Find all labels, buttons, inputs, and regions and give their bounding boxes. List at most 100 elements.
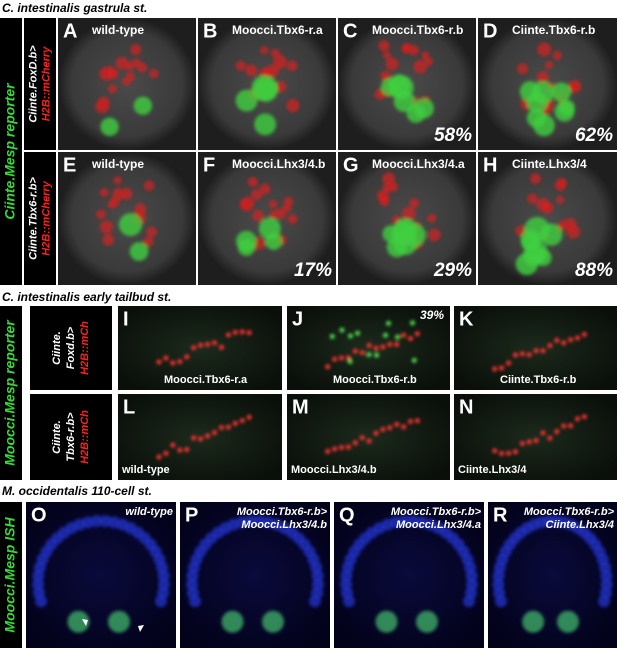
cell: [537, 42, 552, 57]
cell: [347, 359, 353, 365]
cell: [393, 218, 418, 243]
cell: [170, 442, 176, 448]
cell: [90, 515, 103, 528]
cell: [554, 101, 575, 122]
cell: [492, 448, 498, 454]
cells: [517, 42, 582, 137]
panel-label: wild-type: [125, 506, 173, 518]
row-label-line: Tbx6-r.b>: [65, 412, 77, 462]
side-label: Ciinte.Mesp reporter: [2, 82, 18, 220]
cell: [163, 450, 169, 456]
micrograph-panel: F Moocci.Lhx3/4.b 17%: [198, 152, 336, 285]
cells: [236, 176, 298, 256]
panel-label: Ciinte.Lhx3/4: [546, 519, 614, 531]
cells: [340, 515, 478, 633]
cells: [492, 515, 613, 633]
cell: [345, 355, 351, 361]
cells: [156, 414, 252, 460]
panel-label: Ciinte.Tbx6-r.b: [512, 23, 595, 37]
cells: [492, 332, 587, 372]
panel-background: [287, 394, 450, 480]
cells: [235, 46, 300, 136]
cell: [527, 193, 538, 204]
cell: [385, 57, 399, 71]
cell: [409, 198, 420, 209]
cell: [352, 348, 358, 354]
cells: [32, 515, 170, 633]
panel-letter: D: [483, 20, 497, 42]
panel-label: Moocci.Lhx3/4.a: [396, 519, 481, 531]
cells: [325, 320, 420, 370]
cell: [570, 83, 580, 93]
panel-label: Moocci.Lhx3/4.b: [232, 157, 325, 171]
panel-label: Ciinte.Lhx3/4: [512, 157, 587, 171]
micrograph-panel: G Moocci.Lhx3/4.a 29%: [338, 152, 476, 285]
cell: [359, 435, 365, 441]
cell: [506, 360, 512, 366]
cell: [386, 320, 392, 326]
cell: [252, 209, 264, 222]
cell: [113, 176, 122, 185]
cell: [359, 350, 365, 356]
cell: [157, 569, 170, 582]
cell: [259, 183, 271, 195]
cells: [374, 40, 434, 123]
cell: [380, 344, 386, 350]
cell: [274, 80, 287, 93]
cell: [99, 188, 109, 198]
cell: [283, 196, 294, 207]
cell: [533, 114, 555, 137]
micrograph-panel: B Moocci.Tbx6-r.a: [198, 18, 336, 150]
panel-label: Moocci.Tbx6-r.a: [164, 374, 248, 386]
cell: [239, 329, 245, 335]
section-title: C. intestinalis early tailbud st.: [2, 290, 171, 304]
row-label-box: [30, 394, 112, 480]
cell: [332, 356, 338, 362]
cell: [163, 355, 169, 361]
cell: [373, 430, 379, 436]
cell: [287, 214, 298, 225]
panel-label: wild-type: [91, 157, 144, 171]
cell: [198, 342, 204, 348]
cell: [235, 60, 246, 71]
cell: [393, 90, 416, 113]
cell: [262, 610, 284, 633]
cell: [273, 55, 287, 69]
panel-letter: I: [123, 308, 129, 330]
panel-letter: N: [459, 396, 473, 418]
cell: [512, 449, 518, 455]
cell: [170, 360, 176, 366]
row-label-line: H2B::mCherry: [40, 180, 52, 255]
cell: [410, 320, 416, 326]
cell: [533, 348, 539, 354]
cell: [269, 210, 278, 219]
cell: [325, 364, 331, 370]
cell: [598, 595, 611, 608]
cell: [408, 419, 414, 425]
cell: [519, 440, 525, 446]
cell: [366, 352, 372, 358]
cell: [286, 98, 300, 113]
side-label-box: [0, 306, 22, 480]
micrograph-panel: H Ciinte.Lhx3/4 88%: [478, 152, 617, 285]
cell: [492, 578, 505, 591]
micrograph-panel: K Ciinte.Tbx6-r.b: [454, 306, 617, 390]
panel-label: Moocci.Tbx6-r.a: [232, 23, 323, 37]
cell: [380, 426, 386, 432]
micrograph-panel: M Moocci.Lhx3/4.b: [287, 394, 450, 480]
panel-letter: F: [203, 154, 215, 176]
micrograph-panel: I Moocci.Tbx6-r.a: [118, 306, 282, 390]
row-label-box: [24, 18, 56, 150]
panel-label: Ciinte.Tbx6-r.b: [500, 374, 577, 386]
cell: [394, 421, 400, 427]
cell: [339, 327, 345, 333]
cell: [130, 43, 142, 55]
micrograph-panel: D Ciinte.Tbx6-r.b 62%: [478, 18, 617, 150]
cell: [352, 440, 358, 446]
micrograph-panel: N Ciinte.Lhx3/4: [454, 394, 617, 480]
side-label: Moocci.Mesp reporter: [2, 319, 18, 466]
cell: [218, 425, 224, 431]
cells: [95, 43, 159, 136]
cell: [247, 176, 258, 188]
cell: [411, 357, 417, 363]
